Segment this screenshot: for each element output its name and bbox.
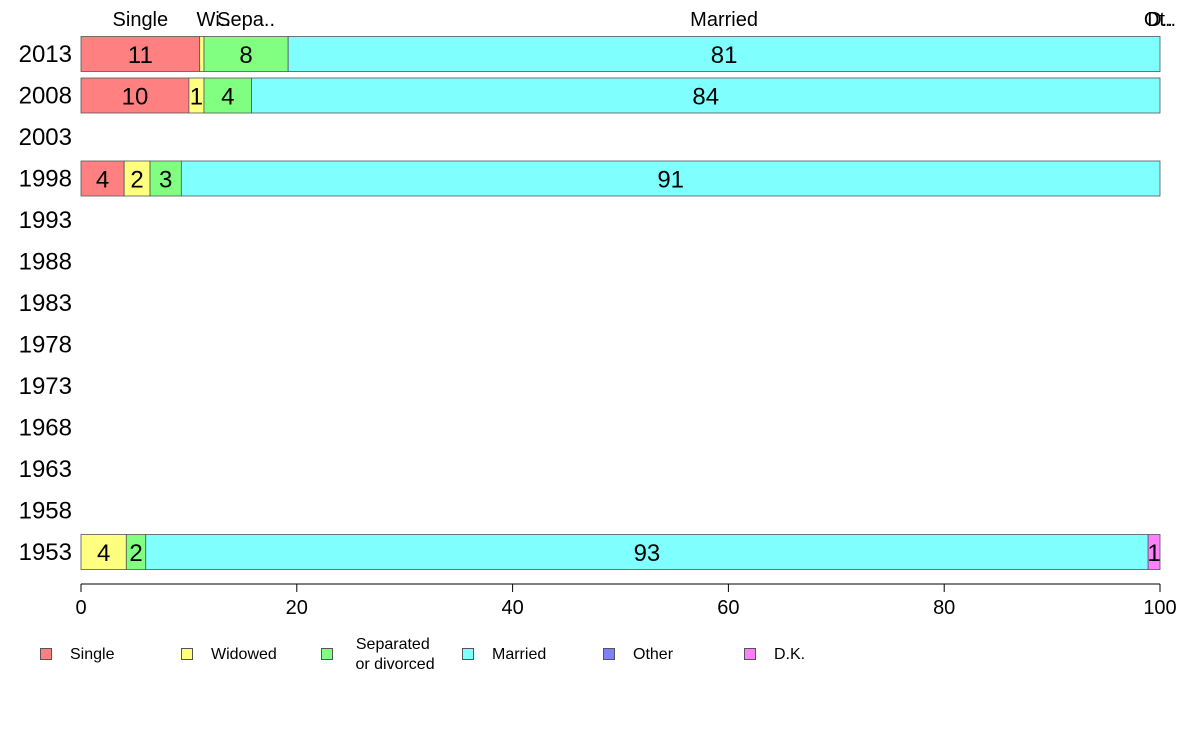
legend-label-separated: Separated or divorced	[355, 636, 435, 673]
legend-label-dk: D.K.	[774, 646, 806, 663]
legend-swatch-widowed	[181, 648, 193, 660]
y-tick-label: 1978	[19, 332, 72, 359]
data-label: 4	[97, 540, 110, 567]
y-tick-label: 1958	[19, 498, 72, 525]
bar-segment	[1147, 534, 1161, 570]
legend-swatch-dk	[744, 648, 756, 660]
x-tick-label: 20	[286, 597, 308, 619]
x-tick-label: 80	[933, 597, 955, 619]
stacked-bar-chart: 2013200820031998199319881983197819731968…	[19, 9, 1177, 619]
y-tick-label: 1968	[19, 415, 72, 442]
legend-label-single: Single	[70, 646, 115, 663]
top-segment-label: Ot..	[1144, 9, 1176, 31]
data-label: 8	[239, 42, 252, 69]
legend-label-married: Married	[492, 646, 547, 663]
y-tick-label: 1993	[19, 207, 72, 234]
bar-segment	[251, 77, 1161, 114]
bar-segment	[180, 160, 1161, 197]
top-segment-label: D..	[1147, 9, 1173, 31]
data-label: 2	[130, 167, 143, 194]
legend: Single Widowed Separated or divorced Mar…	[0, 636, 1188, 696]
bar-segment	[80, 36, 201, 72]
top-segment-label: Single	[113, 9, 169, 31]
data-label: 2	[129, 540, 142, 567]
top-segment-label: Wi..	[196, 9, 230, 31]
data-label: 4	[221, 84, 234, 111]
x-tick-label: 40	[501, 597, 523, 619]
data-label: 1	[1147, 540, 1160, 567]
data-label: 1	[190, 84, 203, 111]
top-segment-label: Married	[690, 9, 758, 31]
y-tick-label: 2003	[19, 124, 72, 151]
bar-segment	[80, 534, 127, 570]
x-tick-label: 100	[1143, 597, 1176, 619]
y-tick-label: 1973	[19, 373, 72, 400]
top-segment-label: Sepa..	[217, 9, 275, 31]
data-label: 81	[711, 42, 738, 69]
bar-segment	[149, 160, 182, 197]
bar-segment	[199, 36, 205, 72]
y-tick-label: 1953	[19, 539, 72, 566]
y-tick-label: 2008	[19, 83, 72, 110]
data-label: 4	[96, 167, 109, 194]
legend-swatch-married	[462, 648, 474, 660]
bar-segment	[80, 77, 190, 114]
y-tick-label: 1998	[19, 166, 72, 193]
data-label: 10	[122, 84, 149, 111]
bar-segment	[123, 160, 151, 197]
bar-segment	[287, 36, 1161, 72]
y-tick-label: 1988	[19, 249, 72, 276]
legend-swatch-other	[603, 648, 615, 660]
data-label: 84	[692, 84, 719, 111]
bar-segment	[203, 36, 289, 72]
bar-segment	[203, 77, 252, 114]
x-tick-label: 60	[717, 597, 739, 619]
x-tick-label: 0	[75, 597, 86, 619]
legend-swatch-single	[40, 648, 52, 660]
data-label: 93	[634, 540, 661, 567]
legend-swatch-separated	[321, 648, 333, 660]
y-tick-label: 2013	[19, 41, 72, 68]
data-label: 11	[128, 42, 153, 69]
data-label: 3	[159, 167, 172, 194]
legend-label-other: Other	[633, 646, 674, 663]
legend-label-widowed: Widowed	[211, 646, 277, 663]
y-tick-label: 1963	[19, 456, 72, 483]
bar-segment	[145, 534, 1149, 570]
y-tick-label: 1983	[19, 290, 72, 317]
data-label: 91	[657, 167, 684, 194]
